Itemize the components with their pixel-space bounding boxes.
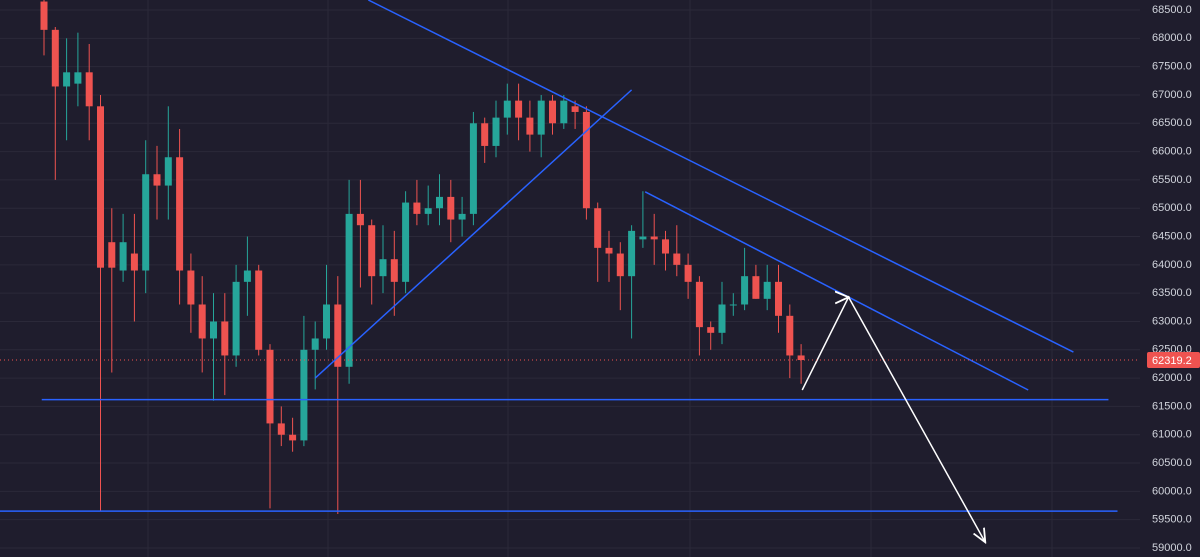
y-tick-label: 59000.0 bbox=[1152, 542, 1192, 554]
candle-body bbox=[51, 29, 59, 87]
candle-body bbox=[639, 236, 647, 240]
candle-body bbox=[650, 236, 658, 240]
y-tick-label: 66000.0 bbox=[1152, 146, 1192, 158]
candle-body bbox=[628, 230, 636, 277]
candle-body bbox=[289, 434, 297, 441]
candle-body bbox=[142, 174, 150, 271]
candle-body bbox=[786, 315, 794, 356]
candle-body bbox=[526, 117, 534, 135]
candle-body bbox=[356, 213, 364, 226]
candle-body bbox=[763, 281, 771, 299]
candle-body bbox=[108, 242, 116, 268]
y-tick-label: 64000.0 bbox=[1152, 259, 1192, 271]
candle-body bbox=[153, 174, 161, 186]
candle-body bbox=[775, 281, 782, 316]
candle-body bbox=[345, 213, 353, 367]
y-tick-label: 66500.0 bbox=[1152, 117, 1192, 129]
candle-body bbox=[221, 321, 229, 356]
candle-body bbox=[277, 423, 285, 435]
y-tick-label: 67500.0 bbox=[1152, 61, 1192, 73]
y-tick-label: 64500.0 bbox=[1152, 230, 1192, 242]
candle-body bbox=[210, 321, 217, 339]
candle-body bbox=[243, 270, 251, 282]
y-tick-label: 62000.0 bbox=[1152, 372, 1192, 384]
candle-body bbox=[413, 202, 421, 214]
candle-body bbox=[379, 259, 387, 277]
candle-body bbox=[684, 264, 692, 282]
candle-body bbox=[741, 276, 749, 305]
candle-body bbox=[255, 270, 263, 350]
candle-body bbox=[469, 123, 477, 214]
y-tick-label: 65500.0 bbox=[1152, 174, 1192, 186]
candle-body bbox=[695, 281, 703, 328]
candle-body bbox=[458, 213, 466, 220]
candle-body bbox=[537, 100, 545, 135]
candle-body bbox=[515, 100, 523, 118]
candle-body bbox=[707, 327, 715, 333]
candle-body bbox=[198, 304, 206, 339]
vertical-grid bbox=[147, 0, 1053, 557]
candle-body bbox=[797, 355, 805, 361]
candle-body bbox=[334, 304, 342, 367]
candle-body bbox=[40, 1, 48, 30]
y-tick-label: 63500.0 bbox=[1152, 287, 1192, 299]
candle-body bbox=[503, 100, 511, 118]
y-tick-label: 63000.0 bbox=[1152, 315, 1192, 327]
candle-body bbox=[74, 72, 82, 84]
price-tag bbox=[1147, 352, 1200, 369]
y-tick-label: 59500.0 bbox=[1152, 514, 1192, 526]
candle-body bbox=[323, 304, 330, 339]
y-tick-label: 68000.0 bbox=[1152, 32, 1192, 44]
candle-body bbox=[97, 106, 104, 268]
candle-body bbox=[63, 72, 71, 87]
candle-body bbox=[424, 208, 432, 214]
y-tick-label: 68500.0 bbox=[1152, 4, 1192, 16]
candle-body bbox=[447, 196, 455, 220]
candle-body bbox=[752, 276, 760, 299]
trend-line bbox=[314, 89, 633, 379]
candle-body bbox=[549, 100, 556, 124]
candle-body bbox=[130, 253, 138, 271]
y-tick-label: 60500.0 bbox=[1152, 457, 1192, 469]
y-tick-label: 67000.0 bbox=[1152, 89, 1192, 101]
candle-body bbox=[176, 157, 184, 271]
candle-body bbox=[582, 111, 590, 209]
y-tick-label: 65000.0 bbox=[1152, 202, 1192, 214]
y-tick-label: 61500.0 bbox=[1152, 400, 1192, 412]
candle-body bbox=[560, 100, 568, 124]
candle-body bbox=[85, 72, 93, 107]
candle-body bbox=[368, 225, 376, 277]
candle-body bbox=[571, 106, 579, 112]
candle-body bbox=[673, 253, 681, 265]
candle-body bbox=[232, 281, 240, 356]
candle-body bbox=[164, 157, 172, 186]
candle-body bbox=[662, 239, 669, 254]
candle-body bbox=[594, 208, 602, 248]
projection-arrow bbox=[801, 297, 985, 542]
candle-body bbox=[311, 338, 319, 350]
candle-body bbox=[187, 270, 195, 305]
candle-body bbox=[402, 202, 410, 282]
candle-body bbox=[436, 196, 443, 209]
candle-body bbox=[492, 117, 500, 146]
candle-body bbox=[718, 304, 726, 333]
price-tag-label: 62319.2 bbox=[1152, 355, 1192, 367]
y-tick-label: 60000.0 bbox=[1152, 485, 1192, 497]
candle-body bbox=[481, 123, 489, 146]
candle-body bbox=[605, 247, 613, 254]
y-tick-label: 61000.0 bbox=[1152, 429, 1192, 441]
candle-body bbox=[266, 349, 274, 424]
candle-body bbox=[119, 242, 127, 271]
candle-body bbox=[729, 304, 737, 306]
candle-body bbox=[300, 349, 308, 441]
candle-body bbox=[616, 253, 624, 277]
candle-body bbox=[390, 259, 398, 282]
